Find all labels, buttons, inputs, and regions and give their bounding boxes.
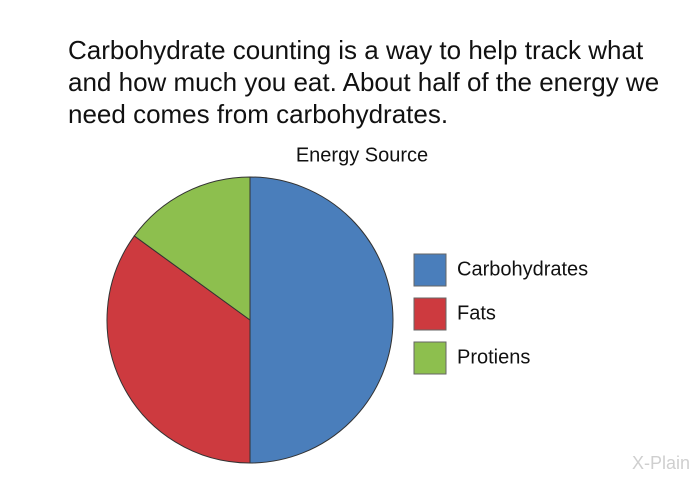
legend-label: Protiens [457,346,530,368]
legend-swatch [413,253,447,287]
pie-slice [249,176,394,464]
legend-swatch [413,341,447,375]
pie-slice [133,176,251,321]
intro-text: Carbohydrate counting is a way to help t… [68,35,660,129]
chart-title: Energy Source [296,144,428,166]
legend-label: Carbohydrates [457,258,588,280]
pie-slice [106,235,251,464]
legend-swatch [413,297,447,331]
watermark: X-Plain [632,453,690,473]
legend-label: Fats [457,302,496,324]
